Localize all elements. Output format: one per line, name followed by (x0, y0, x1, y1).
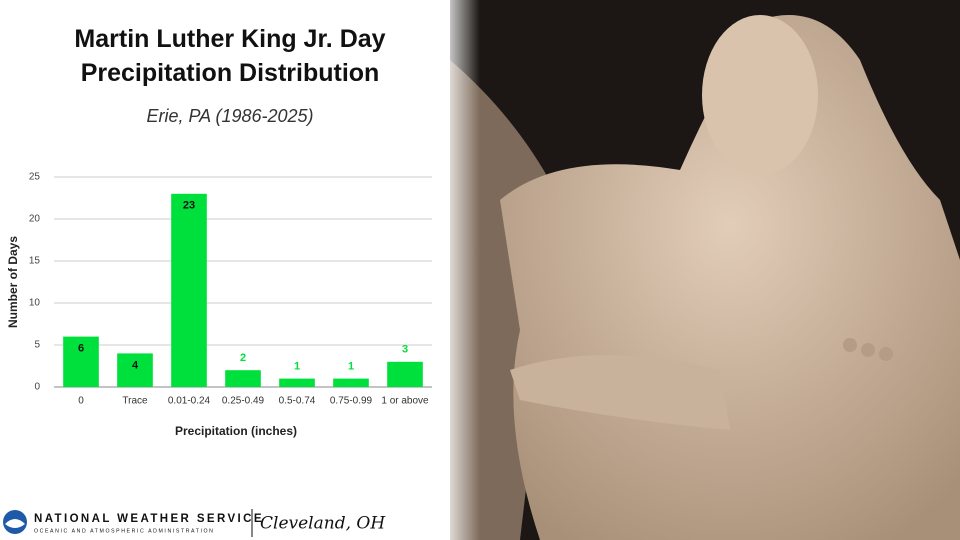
data-label: 1 (294, 361, 300, 373)
subagency: OCEANIC AND ATMOSPHERIC ADMINISTRATION (34, 528, 215, 534)
bar (117, 353, 153, 387)
y-axis-label: Number of Days (6, 236, 20, 328)
bar (225, 370, 261, 387)
y-tick-label: 5 (34, 340, 40, 351)
x-tick-label: 0.01-0.24 (168, 396, 211, 407)
data-label: 23 (183, 200, 195, 212)
data-label: 2 (240, 352, 246, 364)
x-tick-label: 0.25-0.49 (222, 396, 265, 407)
agency: NATIONAL WEATHER SERVICE (34, 513, 264, 525)
x-tick-label: 0.5-0.74 (279, 396, 316, 407)
footer: NATIONAL WEATHER SERVICE OCEANIC AND ATM… (3, 509, 386, 537)
y-tick-label: 20 (29, 214, 41, 225)
bar (387, 361, 423, 387)
x-tick-label: Trace (122, 396, 148, 407)
x-tick-label: 0.75-0.99 (330, 396, 373, 407)
data-label: 6 (78, 343, 84, 355)
chart-subtitle: Erie, PA (1986-2025) (146, 106, 314, 126)
data-label: 1 (348, 361, 354, 373)
x-tick-label: 0 (78, 396, 84, 407)
x-axis-label: Precipitation (inches) (175, 424, 297, 438)
data-label: 4 (132, 359, 139, 371)
bar (333, 378, 369, 387)
photo (440, 0, 960, 540)
y-tick-label: 10 (29, 298, 41, 309)
y-tick-label: 25 (29, 172, 41, 183)
bar (171, 193, 207, 387)
y-tick-label: 15 (29, 256, 41, 267)
chart-title: Martin Luther King Jr. Day Precipitation… (74, 25, 386, 87)
bar (63, 336, 99, 387)
noaa-logo-mark (5, 519, 25, 528)
data-label: 3 (402, 344, 408, 356)
office: Cleveland, OH (260, 514, 386, 534)
x-tick-label: 1 or above (381, 396, 429, 407)
y-tick-label: 0 (34, 382, 40, 393)
bar (279, 378, 315, 387)
